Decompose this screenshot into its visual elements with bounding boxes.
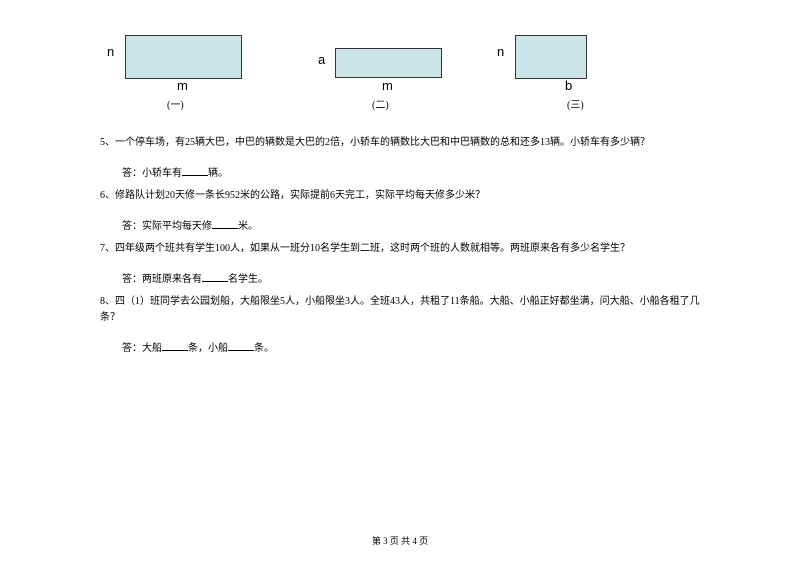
blank-5 [182,165,208,176]
answer-7-prefix: 答：两班原来各有 [122,274,202,285]
diagram-row: n m (一) a m (二) n b (三) [100,30,700,120]
answer-8-mid: 条，小船 [188,343,228,354]
label-m-two: m [382,78,393,93]
question-5: 5、一个停车场，有25辆大巴，中巴的辆数是大巴的2倍，小轿车的辆数比大巴和中巴辆… [100,135,700,151]
rect-two [335,48,442,78]
label-m-one: m [177,78,188,93]
answer-8-suffix: 条。 [254,343,274,354]
text-content: 5、一个停车场，有25辆大巴，中巴的辆数是大巴的2倍，小轿车的辆数比大巴和中巴辆… [100,135,700,363]
blank-8a [162,340,188,351]
blank-7 [202,271,228,282]
answer-8-prefix: 答：大船 [122,343,162,354]
caption-one: (一) [167,96,184,111]
answer-6: 答：实际平均每天修 米。 [122,218,700,235]
rect-three [515,35,587,79]
document-page: n m (一) a m (二) n b (三) 5、一个停车场，有25辆大巴，中… [0,0,800,565]
answer-5-prefix: 答：小轿车有 [122,168,182,179]
answer-7-suffix: 名学生。 [228,274,268,285]
question-8: 8、四（1）班同学去公园划船，大船限坐5人，小船限坐3人。全班43人，共租了11… [100,294,700,326]
label-n-three: n [497,44,504,59]
answer-5-suffix: 辆。 [208,168,228,179]
footer-suffix: 页 [417,536,428,546]
answer-5: 答：小轿车有 辆。 [122,165,700,182]
caption-two: (二) [372,96,389,111]
question-7: 7、四年级两个班共有学生100人，如果从一班分10名学生到二班，这时两个班的人数… [100,241,700,257]
blank-8b [228,340,254,351]
caption-three: (三) [567,96,584,111]
blank-6 [212,218,238,229]
question-6: 6、修路队计划20天修一条长952米的公路，实际提前6天完工，实际平均每天修多少… [100,188,700,204]
answer-7: 答：两班原来各有 名学生。 [122,271,700,288]
label-b-three: b [565,78,572,93]
rect-one [125,35,242,79]
footer-prefix: 第 [372,536,383,546]
page-footer: 第 3 页 共 4 页 [0,534,800,547]
answer-6-prefix: 答：实际平均每天修 [122,221,212,232]
label-n-one: n [107,44,114,59]
label-a-two: a [318,52,325,67]
answer-8: 答：大船 条，小船 条。 [122,340,700,357]
answer-6-suffix: 米。 [238,221,258,232]
footer-mid: 页 共 [388,536,413,546]
